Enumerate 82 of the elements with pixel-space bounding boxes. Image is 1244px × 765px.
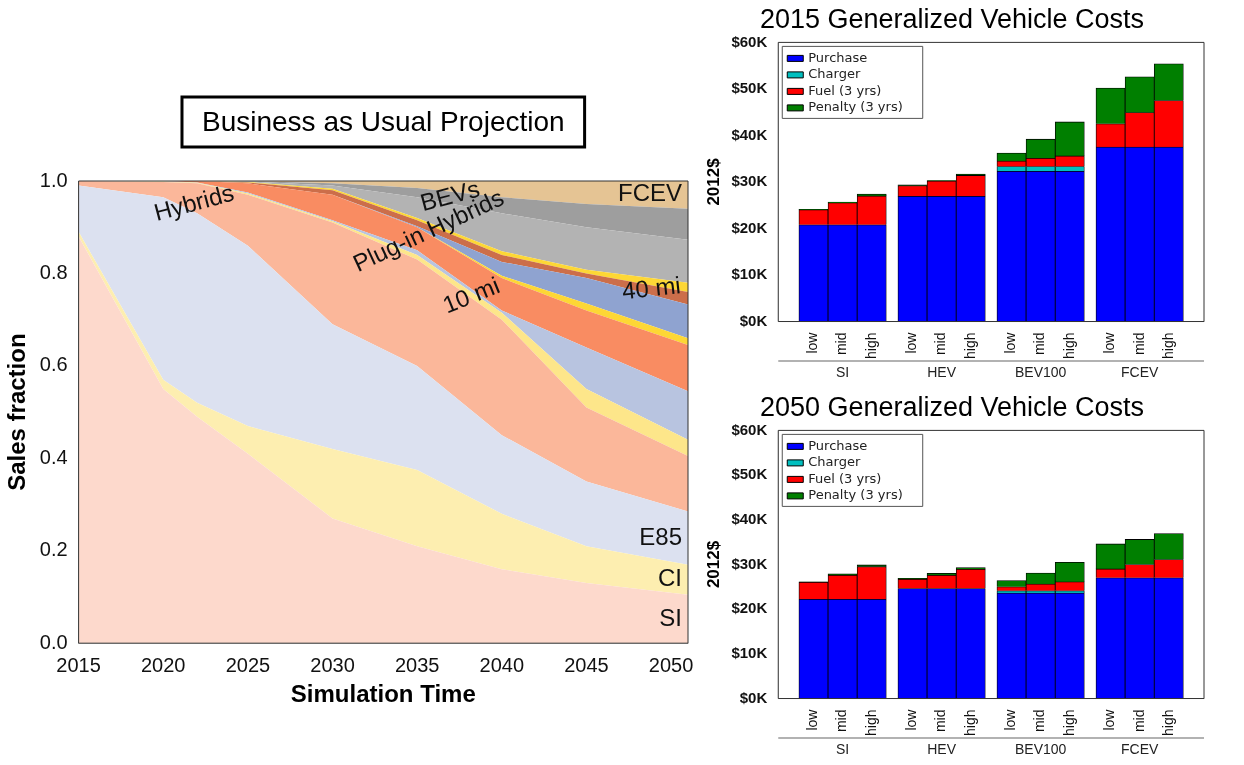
x-tick-label: 2040	[479, 653, 525, 676]
x-tick-label: low	[804, 708, 821, 731]
series-label: SI	[659, 603, 682, 631]
x-tick-label: mid	[1031, 709, 1048, 733]
legend-label: Fuel (3 yrs)	[808, 470, 882, 486]
x-tick-label: mid	[1130, 332, 1147, 356]
text: HEV	[927, 740, 957, 757]
text: BEV100	[1014, 740, 1067, 757]
x-tick-label: low	[1101, 331, 1118, 354]
x-tick-label: 2035	[394, 653, 440, 676]
x-tick-label: high	[1159, 709, 1176, 736]
y-axis-title: 2012$	[703, 157, 723, 206]
y-tick-label: $60K	[731, 420, 768, 438]
y-axis-title: Sales fraction	[3, 333, 31, 491]
x-tick-label: low	[903, 708, 920, 731]
x-tick-label: mid	[932, 332, 949, 356]
x-tick-label: high	[1060, 332, 1077, 359]
chart-title: 2015 Generalized Vehicle Costs	[759, 3, 1145, 34]
series-label: E85	[639, 522, 682, 550]
legend-label: Fuel (3 yrs)	[808, 82, 882, 98]
x-tick-label: 2050	[648, 653, 694, 676]
legend-label: Charger	[808, 66, 861, 82]
y-tick-label: $20K	[731, 599, 768, 617]
annotation: Hybrids	[151, 178, 237, 226]
x-tick-label: low	[903, 331, 920, 354]
legend-label: Penalty (3 yrs)	[808, 487, 903, 503]
x-tick-label: low	[804, 331, 821, 354]
y-tick-label: 0.2	[39, 538, 68, 561]
text: SI	[835, 740, 850, 757]
annotation: 10 mi	[438, 271, 504, 319]
y-tick-label: $10K	[731, 643, 768, 661]
x-tick-label: low	[1002, 708, 1019, 731]
x-tick-label: low	[1002, 331, 1019, 354]
legend-label: Penalty (3 yrs)	[808, 99, 903, 115]
y-tick-label: $50K	[731, 79, 768, 97]
y-tick-label: 0.8	[39, 260, 68, 283]
y-tick-label: 0.4	[39, 445, 68, 468]
y-tick-label: 0.0	[39, 630, 68, 653]
x-tick-label: 2045	[564, 653, 609, 676]
series-label: FCEV	[617, 179, 682, 207]
x-tick-label: mid	[1130, 709, 1147, 733]
y-tick-label: $0K	[739, 311, 768, 329]
legend-label: Charger	[808, 454, 861, 470]
chart-title: 2050 Generalized Vehicle Costs	[759, 391, 1145, 422]
y-tick-label: 0.6	[39, 353, 68, 376]
x-tick-label: mid	[833, 332, 850, 356]
annotation: 40 mi	[620, 271, 682, 305]
y-tick-label: 1.0	[39, 168, 68, 191]
y-tick-label: $30K	[731, 172, 768, 190]
x-axis-title: Simulation Time	[290, 680, 476, 708]
x-tick-label: 2025	[225, 653, 271, 676]
x-tick-label: mid	[833, 709, 850, 733]
text: SI	[835, 363, 850, 380]
x-tick-label: mid	[932, 709, 949, 733]
chart-title: Business as Usual Projection	[201, 105, 565, 137]
x-tick-label: low	[1101, 708, 1118, 731]
legend-label: Purchase	[808, 49, 868, 65]
x-tick-label: high	[961, 709, 978, 736]
x-tick-label: high	[862, 332, 879, 359]
x-tick-label: 2015	[56, 653, 101, 676]
x-tick-label: high	[862, 709, 879, 736]
text: HEV	[927, 363, 957, 380]
y-tick-label: $20K	[731, 218, 768, 236]
series-label: CI	[658, 564, 682, 592]
x-tick-label: high	[1159, 332, 1176, 359]
x-tick-label: high	[1060, 709, 1077, 736]
y-tick-label: $30K	[731, 554, 768, 572]
y-tick-label: $60K	[731, 32, 768, 50]
y-tick-label: $40K	[731, 125, 768, 143]
text: BEV100	[1014, 363, 1067, 380]
x-tick-label: mid	[1031, 332, 1048, 356]
text: FCEV	[1120, 363, 1159, 380]
legend-label: Purchase	[808, 437, 868, 453]
y-tick-label: $40K	[731, 509, 768, 527]
y-tick-label: $0K	[739, 688, 768, 706]
x-tick-label: 2020	[140, 653, 186, 676]
x-tick-label: high	[961, 332, 978, 359]
y-tick-label: $10K	[731, 265, 768, 283]
text: FCEV	[1120, 740, 1159, 757]
y-axis-title: 2012$	[703, 540, 723, 589]
y-tick-label: $50K	[731, 465, 768, 483]
x-tick-label: 2030	[310, 653, 355, 676]
